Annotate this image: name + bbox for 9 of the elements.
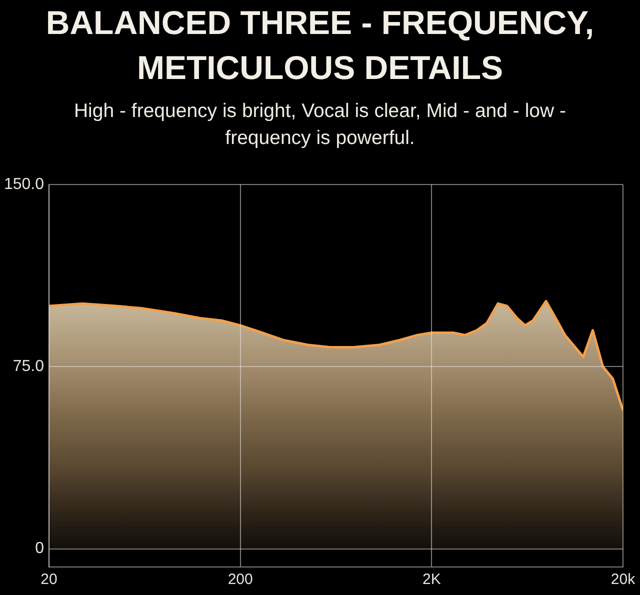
y-tick-label: 150.0: [4, 176, 44, 194]
x-tick-label: 200: [228, 571, 253, 588]
y-tick-label: 75.0: [12, 358, 44, 376]
chart-title: BALANCED THREE - FREQUENCY, METICULOUS DETAILS: [44, 3, 596, 88]
chart-subtitle: High - frequency is bright, Vocal is clear, Mid - and - low - frequency is powerful.: [72, 99, 568, 151]
x-tick-label: 20: [40, 571, 58, 588]
x-tick-label: 2K: [422, 571, 441, 588]
x-tick-label: 20k: [610, 571, 636, 588]
y-tick-label: 0: [35, 540, 44, 558]
